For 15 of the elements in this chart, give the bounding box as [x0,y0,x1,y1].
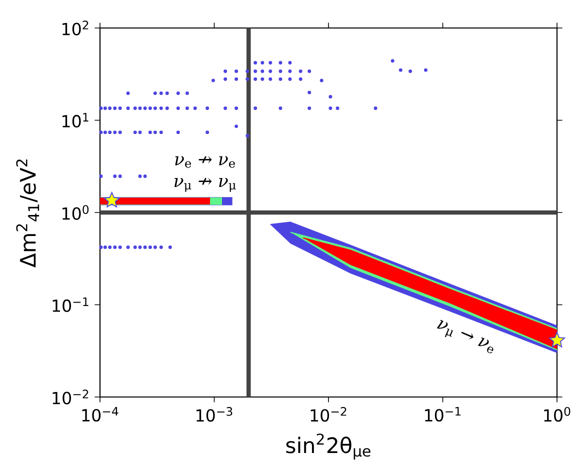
y-tick-label: 10$^{2}$ [62,20,88,36]
x-tick-label: 10$^{−2}$ [310,407,346,422]
y-tick-label: 10$^{0}$ [62,205,89,220]
annotation: ν$_{e}$ ↛ ν$_{e}$ [175,156,235,168]
annotation: ν$_{μ}$ ↛ ν$_{μ}$ [174,178,236,192]
x-tick-label: 10$^{0}$ [544,407,570,422]
y-tick-label: 10$^{−1}$ [52,297,88,312]
x-tick-label: 10$^{−1}$ [425,407,461,422]
x-tick-label: 10$^{−4}$ [82,407,118,422]
annotation: ν$_{μ}$ → ν$_{e}$ [436,320,494,354]
y-tick-label: 10$^{−2}$ [52,390,88,404]
x-axis-title: sin$^{2}$2θ$_{μe}$ [286,434,370,460]
y-axis-title: Δm$^{2}$$_{41}$/eV$^{2}$ [16,160,40,268]
y-tick-label: 10$^{1}$ [62,112,88,128]
x-tick-label: 10$^{−3}$ [196,407,232,422]
